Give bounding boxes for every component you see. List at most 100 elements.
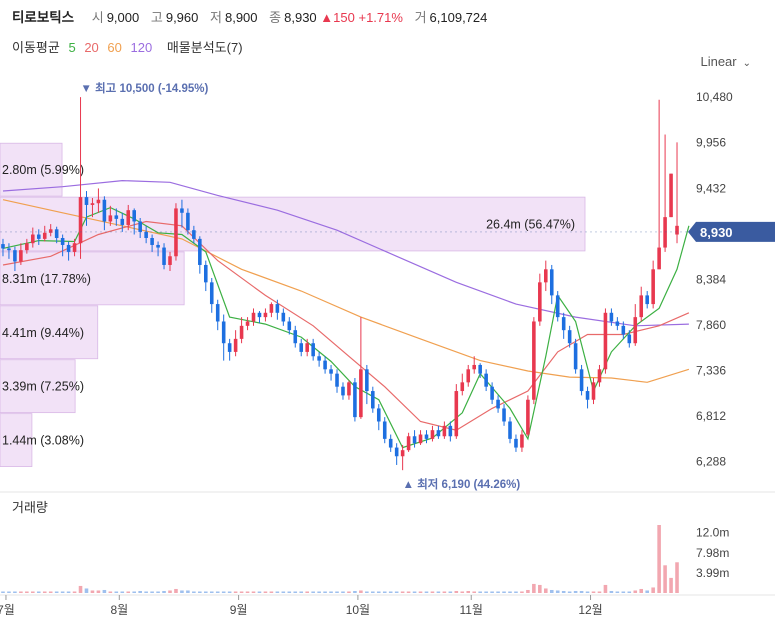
volume-bar [7, 591, 11, 593]
volume-bar [120, 591, 125, 593]
high-label: 고 [150, 10, 163, 25]
y-tick-label: 9,956 [696, 136, 726, 150]
candle-body [382, 421, 387, 439]
volume-bar [466, 590, 471, 593]
volume-bar [675, 562, 679, 593]
volume-bar [412, 591, 417, 593]
candle-body [639, 295, 644, 318]
volume-bar [275, 591, 280, 593]
volume-bars [1, 525, 679, 593]
x-tick-label: 7월 [0, 603, 15, 617]
ma60-label: 60 [107, 40, 122, 55]
ma5-line [2, 206, 690, 449]
volume-bar [311, 591, 315, 593]
volume-bar [359, 590, 363, 593]
volume-bar [60, 591, 65, 593]
volume-bar [31, 591, 35, 593]
candle-body [25, 243, 29, 251]
candle-body [371, 391, 375, 409]
candle-body [156, 244, 160, 248]
low-price-marker: ▲ 최저 6,190 (44.26%) [403, 477, 521, 491]
candle-body [96, 199, 101, 204]
volume-profile-bar [0, 305, 99, 360]
current-price-label: 8,930 [700, 225, 733, 240]
candle-body [245, 321, 250, 326]
volume-bar [341, 591, 345, 593]
candle-body [257, 312, 262, 318]
candle-body [7, 248, 11, 251]
y-tick-label: 6,812 [696, 409, 726, 423]
volume-bar [1, 591, 5, 593]
candle-body [520, 434, 524, 448]
y-tick-label: 8,384 [696, 272, 726, 286]
candle-body [275, 304, 280, 313]
candle-body [615, 321, 620, 326]
price-change: ▲150 [320, 10, 355, 25]
chart-header: 티로보틱스 시 9,000 고 9,960 저 8,900 종 8,930 ▲150 +… [0, 0, 775, 90]
volume-bar [48, 591, 53, 593]
candle-body [621, 325, 626, 335]
moving-average-label[interactable]: 이동평균 [12, 40, 60, 55]
x-axis: 7월 8월 9월 10월 11월 12월 [0, 595, 603, 617]
volume-bar [13, 591, 17, 593]
candle-body [126, 210, 131, 225]
volume-bar [573, 590, 578, 593]
candle-body [293, 330, 298, 344]
candle-body [311, 343, 315, 357]
y-tick-label: 10,480 [696, 90, 733, 104]
candle-body [132, 210, 136, 222]
candle-body [281, 312, 286, 322]
volume-bar [657, 525, 661, 593]
volume-bar [645, 590, 649, 593]
candle-body [84, 197, 89, 205]
volume-bar [305, 591, 309, 593]
volume-profile-label[interactable]: 매물분석도(7) [166, 40, 243, 55]
volume-bar [257, 591, 262, 593]
scale-mode: Linear [700, 54, 737, 69]
volume-bar [567, 591, 572, 593]
volume-bar [490, 591, 494, 593]
candle-body [353, 382, 357, 418]
open-label: 시 [91, 10, 104, 25]
volume-bar [669, 577, 673, 593]
candle-body [466, 369, 471, 383]
volume-bar [281, 591, 286, 593]
scale-selector[interactable]: Linear ⌄ [700, 54, 751, 69]
volume-bar [138, 590, 142, 593]
volume-bar [484, 591, 488, 593]
volume-label: 거 [414, 10, 427, 25]
candle-body [209, 282, 214, 305]
ma120-line [2, 179, 689, 327]
candle-body [514, 438, 518, 448]
y-tick-label: 7,860 [696, 318, 726, 332]
volume-bar [382, 591, 387, 593]
candle-body [48, 229, 53, 233]
volume-bar [585, 591, 590, 593]
candle-body [567, 330, 572, 344]
candle-body [633, 317, 638, 344]
candle-body [573, 343, 578, 370]
volume-bar [406, 591, 411, 593]
candle-body [424, 434, 429, 439]
indicator-legend: 이동평균 5 20 60 120 매물분석도(7) [12, 37, 248, 56]
volume-bar [132, 591, 136, 593]
candle-body [460, 382, 465, 392]
candle-body [114, 215, 119, 219]
candle-body [496, 399, 500, 409]
candle-body [102, 199, 107, 222]
candle-body [13, 250, 17, 262]
candle-body [227, 343, 232, 352]
volume-bar [198, 591, 202, 593]
candle-body [388, 438, 393, 448]
y-tick-label: 6,288 [696, 455, 726, 469]
y-tick-label: 7,336 [696, 364, 726, 378]
volume-bar [19, 591, 23, 593]
volume-bar [150, 591, 154, 593]
volume-bar [126, 591, 131, 593]
candle-body [532, 321, 536, 400]
candle-body [544, 269, 548, 283]
volume-profile-label: 1.44m (3.08%) [2, 434, 84, 448]
ma120-label: 120 [130, 40, 153, 55]
volume-bar [394, 591, 399, 593]
